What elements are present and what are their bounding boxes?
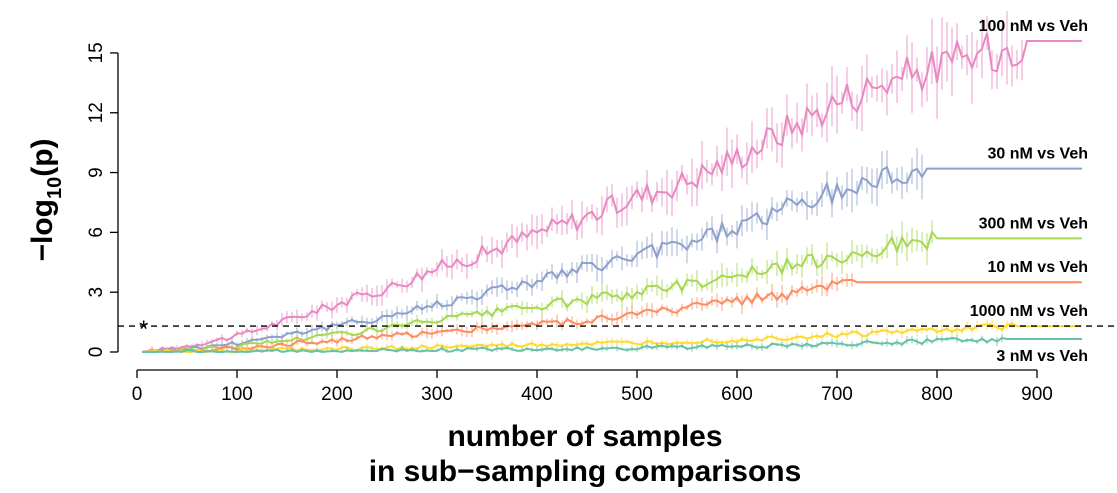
y-tick-label: 12 — [86, 102, 107, 123]
series-5 — [142, 333, 1082, 354]
x-tick-label: 600 — [721, 384, 753, 405]
series-labels: 100 nM vs Veh 30 nM vs Veh 300 nM vs Veh 10… — [970, 18, 1088, 365]
x-tick-label: 0 — [132, 384, 143, 405]
series-line — [142, 336, 1082, 354]
significance-marker: * — [139, 316, 148, 343]
series-line — [141, 32, 1082, 353]
y-tick-label: 9 — [86, 167, 107, 178]
series-3 — [141, 272, 1082, 354]
x-tick-label: 500 — [621, 384, 653, 405]
x-tick-label: 400 — [521, 384, 553, 405]
series-line — [141, 165, 1082, 354]
y-axis-title: −log10(p) — [26, 138, 66, 261]
y-tick-label: 3 — [86, 287, 107, 298]
y-tick-label: 15 — [86, 42, 107, 63]
series-line — [141, 322, 1082, 354]
series-line — [141, 229, 1082, 354]
series-0 — [141, 11, 1082, 353]
series-label: 30 nM vs Veh — [988, 146, 1089, 163]
x-tick-label: 900 — [1021, 384, 1053, 405]
x-axis-title-line1: number of samples — [447, 420, 722, 453]
x-axis: 0 100 200 300 400 500 600 700 800 900 — [132, 369, 1053, 405]
y-tick-label: 6 — [86, 227, 107, 238]
series-line — [141, 278, 1082, 354]
y-axis: 0 3 6 9 12 15 — [86, 42, 119, 358]
y-axis-title-tail: (p) — [26, 138, 59, 176]
series-label: 300 nM vs Veh — [979, 215, 1088, 232]
x-tick-label: 800 — [921, 384, 953, 405]
series-2 — [141, 220, 1082, 354]
series-layer — [141, 11, 1082, 354]
series-label: 10 nM vs Veh — [988, 259, 1089, 276]
series-label: 1000 nM vs Veh — [970, 303, 1088, 320]
x-axis-title-line2: in sub−sampling comparisons — [369, 455, 802, 488]
series-label: 100 nM vs Veh — [979, 18, 1088, 35]
x-tick-label: 100 — [221, 384, 253, 405]
y-tick-label: 0 — [86, 347, 107, 358]
series-label: 3 nM vs Veh — [996, 348, 1088, 365]
x-tick-label: 200 — [321, 384, 353, 405]
y-axis-title-main: −log — [26, 199, 59, 262]
x-tick-label: 700 — [821, 384, 853, 405]
x-tick-label: 300 — [421, 384, 453, 405]
y-axis-title-subscript: 10 — [44, 177, 66, 199]
